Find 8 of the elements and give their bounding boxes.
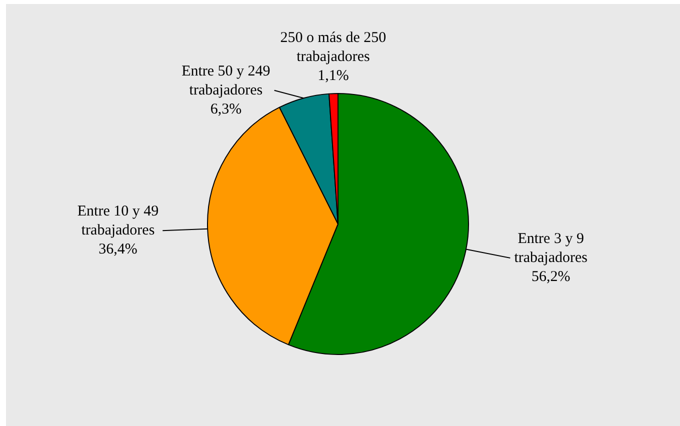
slice-label: Entre 50 y 249 trabajadores (182, 63, 270, 98)
data-label: 56,2% (531, 268, 570, 285)
slice-label: 250 o más de 250 trabajadores (280, 30, 386, 66)
slice-label: Entre 10 y 49 trabajadores (77, 204, 159, 239)
data-label: 1,1% (318, 68, 349, 84)
data-label: 36,4% (98, 242, 138, 258)
data-label: 6,3% (210, 101, 242, 118)
slice-label: Entre 3 y 9 trabajadores (514, 230, 588, 266)
